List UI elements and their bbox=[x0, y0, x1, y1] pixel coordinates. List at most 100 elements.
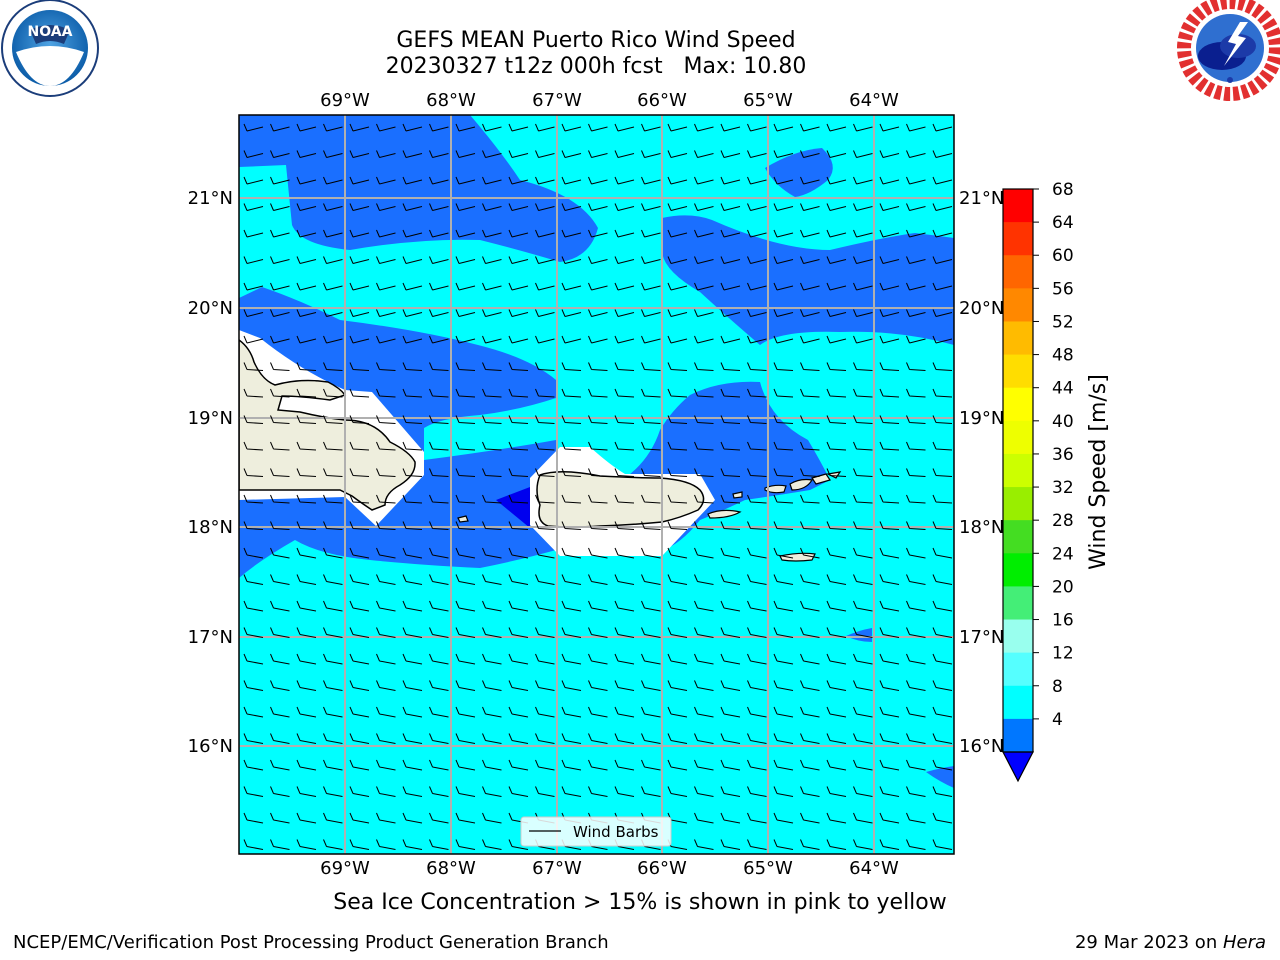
wind-barb bbox=[243, 812, 264, 824]
wind-barb bbox=[641, 706, 661, 718]
wind-barb bbox=[826, 415, 847, 424]
colorbar-tick-label: 4 bbox=[1052, 710, 1063, 730]
wind-barb bbox=[296, 176, 317, 185]
wind-barb bbox=[323, 441, 343, 451]
wind-barb bbox=[535, 680, 555, 691]
wind-barb bbox=[853, 706, 873, 718]
wind-barb bbox=[455, 706, 476, 718]
wind-barb bbox=[296, 680, 317, 691]
noaa-logo: NOAA bbox=[1, 0, 99, 97]
wind-barb bbox=[694, 362, 714, 371]
wind-barb bbox=[508, 521, 529, 530]
wind-barb bbox=[349, 786, 370, 797]
wind-barb bbox=[826, 123, 847, 132]
wind-barb bbox=[323, 680, 343, 691]
wind-barb bbox=[773, 229, 794, 238]
wind-barb bbox=[402, 282, 423, 291]
wind-barb bbox=[932, 680, 953, 691]
wind-barb bbox=[773, 706, 794, 718]
wind-barb bbox=[429, 309, 449, 317]
lon-tick: 69°W bbox=[320, 858, 370, 879]
wind-barb bbox=[694, 706, 714, 718]
wind-barb bbox=[535, 362, 555, 371]
wind-barb bbox=[243, 839, 264, 850]
wind-barb bbox=[296, 574, 317, 585]
wind-barb bbox=[296, 521, 317, 530]
wind-barb bbox=[402, 786, 423, 797]
wind-barb bbox=[588, 309, 608, 317]
wind-barb bbox=[906, 786, 926, 797]
wind-barb bbox=[879, 680, 900, 691]
wind-barb bbox=[906, 653, 926, 665]
wind-barb bbox=[853, 786, 873, 797]
wind-barb bbox=[614, 759, 635, 771]
wind-barb bbox=[879, 441, 900, 451]
wind-barb bbox=[508, 547, 529, 559]
wind-barb bbox=[879, 786, 900, 797]
wind-barb bbox=[720, 203, 741, 211]
wind-barb bbox=[667, 123, 688, 132]
wind-barb bbox=[773, 521, 794, 530]
wind-barb bbox=[773, 759, 794, 771]
wind-barb bbox=[482, 759, 502, 771]
wind-barb bbox=[270, 759, 290, 771]
wind-barb bbox=[376, 706, 396, 718]
wind-barb bbox=[270, 494, 290, 504]
wind-barb bbox=[243, 521, 264, 530]
wind-barb bbox=[906, 759, 926, 771]
wind-barb bbox=[667, 468, 688, 477]
footer-date-text: 29 Mar 2023 on bbox=[1074, 932, 1223, 953]
wind-barb bbox=[853, 574, 873, 585]
wind-barb bbox=[508, 229, 529, 238]
wind-barb bbox=[773, 653, 794, 665]
wind-barb bbox=[508, 786, 529, 797]
wind-barb bbox=[800, 203, 820, 211]
wind-barb bbox=[853, 282, 873, 291]
wind-barb bbox=[773, 839, 794, 850]
wind-barb bbox=[667, 521, 688, 530]
wind-barb bbox=[826, 362, 847, 371]
wind-barb bbox=[349, 256, 370, 264]
colorbar-segment bbox=[1003, 288, 1033, 322]
wind-barb bbox=[614, 547, 635, 559]
wind-barb bbox=[561, 415, 582, 424]
wind-barb bbox=[588, 680, 608, 691]
wind-barbs bbox=[243, 123, 953, 850]
wind-barb bbox=[906, 706, 926, 718]
wind-barb bbox=[561, 706, 582, 718]
wind-barb bbox=[800, 415, 820, 424]
wind-barb bbox=[826, 574, 847, 585]
wind-barb bbox=[800, 176, 820, 185]
wind-barb bbox=[323, 415, 343, 424]
wind-barb bbox=[561, 627, 582, 638]
wind-barb bbox=[243, 282, 264, 291]
wind-barb bbox=[349, 680, 370, 691]
wind-barb bbox=[455, 521, 476, 530]
wind-barb bbox=[667, 388, 688, 398]
wind-barb bbox=[853, 229, 873, 238]
wind-barb bbox=[482, 203, 502, 211]
wind-barb bbox=[932, 309, 953, 317]
wind-barb bbox=[561, 600, 582, 612]
map-area bbox=[239, 115, 954, 854]
wind-barb bbox=[349, 309, 370, 317]
wind-barb bbox=[561, 176, 582, 185]
wind-barb bbox=[932, 203, 953, 211]
wind-barb bbox=[429, 547, 449, 559]
wind-barb bbox=[561, 574, 582, 585]
wind-barb bbox=[270, 521, 290, 530]
wind-barb bbox=[879, 123, 900, 132]
wind-barb bbox=[535, 468, 555, 477]
wind-barb bbox=[455, 733, 476, 744]
wind-barb bbox=[694, 415, 714, 424]
wind-barb bbox=[588, 362, 608, 371]
wind-barb bbox=[561, 203, 582, 211]
wind-barb bbox=[455, 759, 476, 771]
wind-barb bbox=[535, 282, 555, 291]
wind-barb bbox=[323, 256, 343, 264]
wind-barb bbox=[826, 150, 847, 158]
wind-barb bbox=[906, 733, 926, 744]
wind-barb bbox=[720, 415, 741, 424]
wind-barb bbox=[376, 574, 396, 585]
wind-barb bbox=[694, 335, 714, 344]
